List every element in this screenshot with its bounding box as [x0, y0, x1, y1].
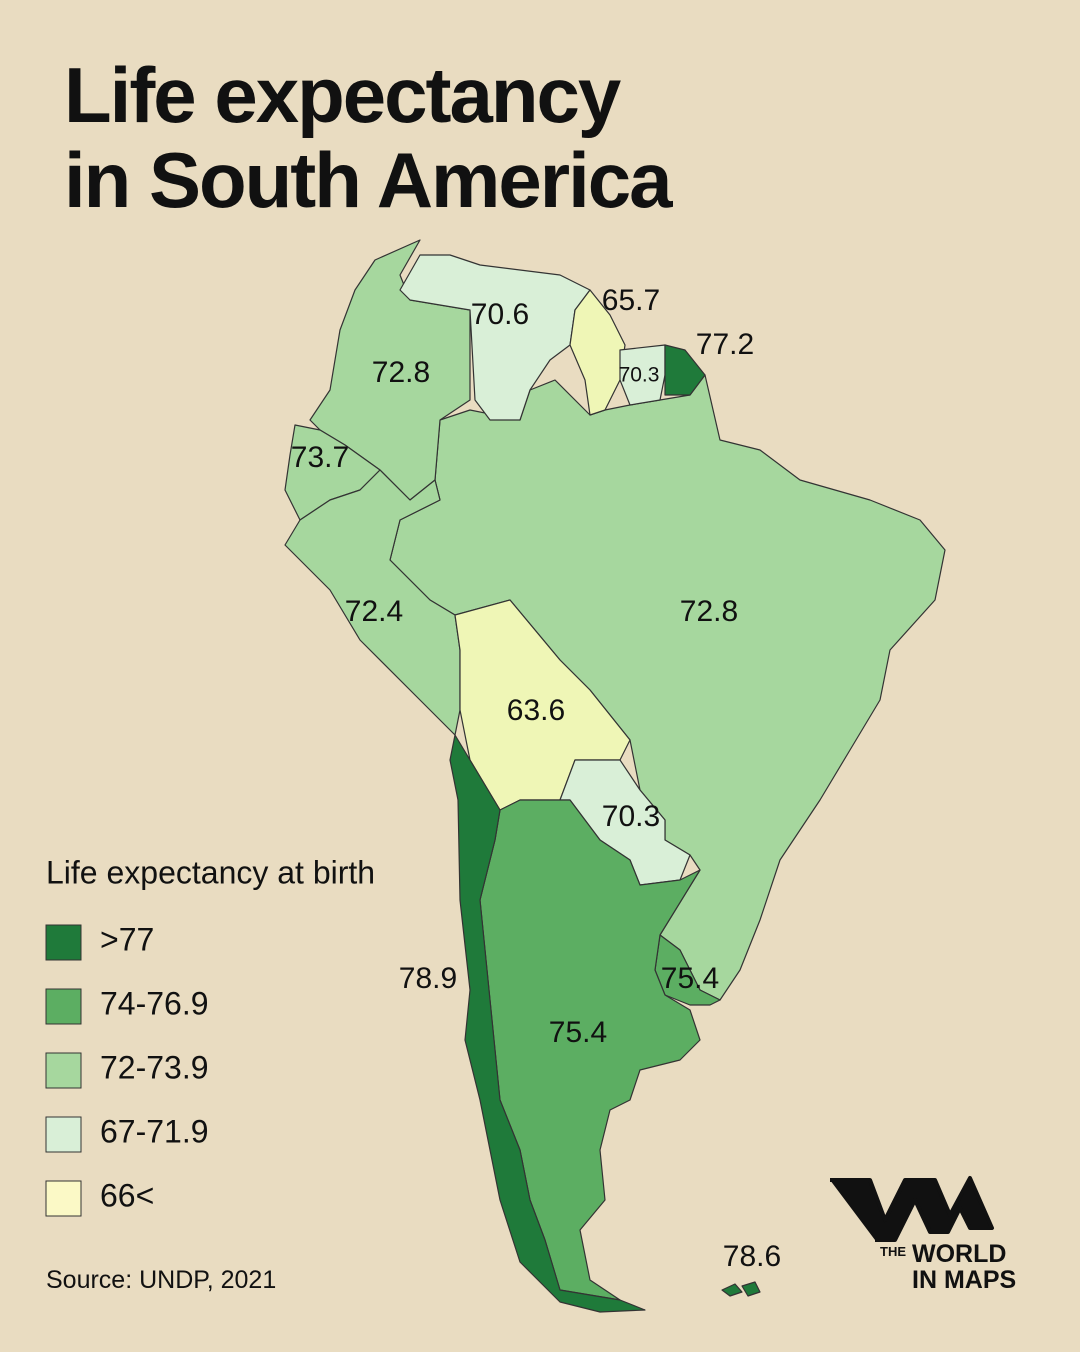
region-label: 78.6	[723, 1240, 781, 1273]
region-label: 70.6	[471, 298, 529, 331]
region	[284, 469, 461, 736]
logo: THE WORLD IN MAPS	[830, 1176, 1016, 1294]
logo-mark	[830, 1176, 994, 1242]
source: Source: UNDP, 2021	[46, 1266, 276, 1294]
legend-label: 67-71.9	[100, 1113, 209, 1149]
island	[741, 1281, 761, 1297]
region-label: 78.9	[399, 962, 457, 995]
region	[664, 344, 706, 396]
legend-swatch	[45, 1052, 82, 1089]
map	[284, 239, 946, 1313]
title-line: in South America	[64, 136, 673, 224]
region-label: 77.2	[696, 328, 754, 361]
region-label: 63.6	[507, 694, 565, 727]
legend: Life expectancy at birth >77 74-76.9 72-73…	[45, 854, 375, 1217]
legend-title: Life expectancy at birth	[46, 854, 375, 890]
region-label: 70.3	[602, 800, 660, 833]
region-label: 72.8	[372, 356, 430, 389]
island	[721, 1283, 743, 1297]
region	[569, 289, 626, 416]
region-label: 65.7	[602, 284, 660, 317]
legend-swatch	[45, 1116, 82, 1153]
legend-label: 66<	[100, 1177, 154, 1213]
legend-label: 72-73.9	[100, 1049, 209, 1085]
region-label: 73.7	[291, 441, 349, 474]
legend-swatch	[45, 988, 82, 1025]
region-label: 72.8	[680, 595, 738, 628]
region	[721, 1281, 761, 1297]
region-label: 70.3	[619, 364, 660, 387]
legend-label: 74-76.9	[100, 985, 209, 1021]
legend-swatch	[45, 924, 82, 961]
title-line: Life expectancy	[64, 51, 621, 139]
logo-text: WORLD	[912, 1240, 1006, 1268]
region-label: 75.4	[549, 1016, 607, 1049]
region-label: 75.4	[661, 962, 719, 995]
legend-swatch	[45, 1180, 82, 1217]
logo-text: IN MAPS	[912, 1266, 1016, 1294]
region	[449, 734, 646, 1313]
logo-text: THE	[880, 1244, 906, 1259]
legend-label: >77	[100, 921, 154, 957]
region-label: 72.4	[345, 595, 403, 628]
